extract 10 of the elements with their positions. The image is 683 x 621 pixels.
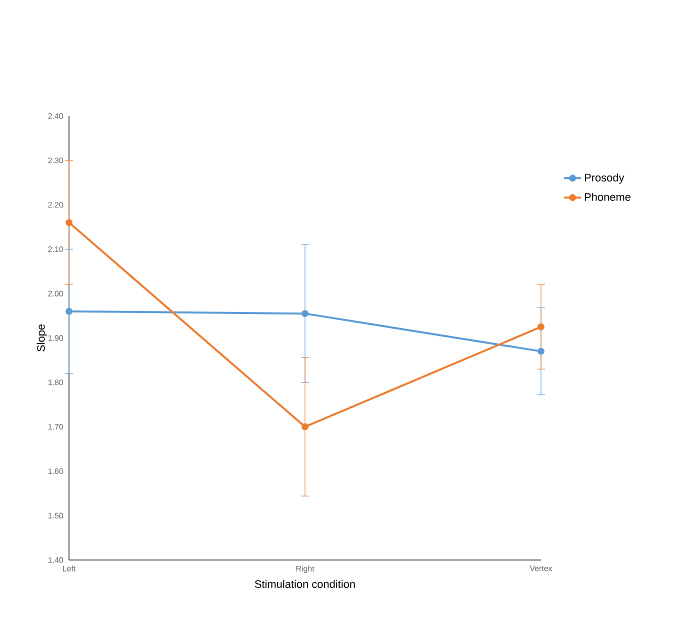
point [302,423,308,430]
legend-label: Phoneme [584,192,630,201]
x-axis-title: Stimulation condition [254,580,355,588]
point [538,323,544,330]
point [538,348,544,355]
point [302,310,308,318]
y-axis-title: Slope [36,324,47,352]
point [66,219,72,226]
legend-label: Prosody [584,173,624,184]
point [66,308,72,315]
